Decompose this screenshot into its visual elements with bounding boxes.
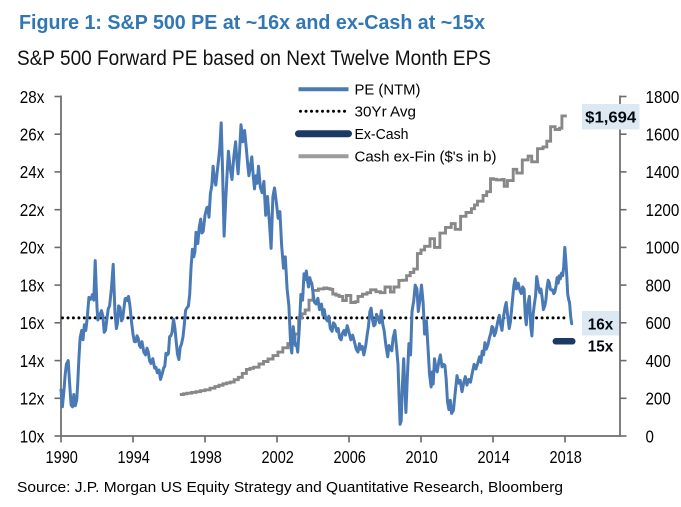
svg-text:1800: 1800 [646,87,680,107]
svg-text:30Yr Avg: 30Yr Avg [355,104,417,121]
svg-text:20x: 20x [20,238,45,258]
svg-text:18x: 18x [20,275,45,295]
svg-text:1990: 1990 [46,447,79,467]
svg-text:14x: 14x [20,351,45,371]
svg-text:0: 0 [646,426,655,446]
svg-text:800: 800 [646,275,672,295]
svg-text:26x: 26x [20,125,45,145]
svg-text:Figure 1: S&P 500 PE at ~16x a: Figure 1: S&P 500 PE at ~16x and ex-Cash… [19,11,486,34]
svg-text:Cash ex-Fin ($'s in b): Cash ex-Fin ($'s in b) [355,149,497,166]
svg-text:1000: 1000 [646,238,680,258]
svg-text:Ex-Cash: Ex-Cash [355,126,409,143]
svg-text:600: 600 [646,313,672,333]
svg-text:1400: 1400 [646,162,680,182]
svg-text:2018: 2018 [550,447,582,467]
svg-text:2002: 2002 [262,447,294,467]
svg-text:1600: 1600 [646,125,680,145]
svg-text:22x: 22x [20,200,45,220]
svg-text:28x: 28x [20,87,45,107]
svg-text:PE (NTM): PE (NTM) [355,82,421,99]
svg-text:1200: 1200 [646,200,680,220]
svg-text:2014: 2014 [478,447,511,467]
svg-text:$1,694: $1,694 [585,110,636,127]
svg-text:1994: 1994 [118,447,151,467]
svg-text:S&P 500 Forward PE based on Ne: S&P 500 Forward PE based on Next Twelve … [17,46,491,70]
svg-text:2010: 2010 [406,447,439,467]
svg-text:1998: 1998 [190,447,222,467]
svg-text:15x: 15x [588,339,614,356]
svg-text:2006: 2006 [334,447,366,467]
svg-text:Source: J.P. Morgan US Equity: Source: J.P. Morgan US Equity Strategy a… [17,480,563,496]
svg-text:10x: 10x [20,426,45,446]
svg-text:12x: 12x [20,389,45,409]
svg-text:24x: 24x [20,162,45,182]
svg-text:200: 200 [646,389,672,409]
svg-text:16x: 16x [20,313,45,333]
svg-text:16x: 16x [588,317,614,334]
svg-text:400: 400 [646,351,672,371]
